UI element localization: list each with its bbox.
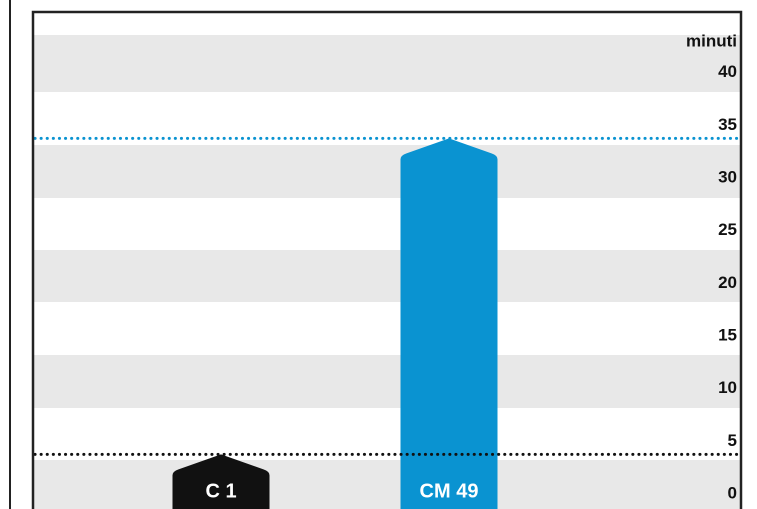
y-tick-label: 15 (718, 325, 737, 344)
y-tick-label: 0 (728, 483, 737, 502)
y-tick-label: 30 (718, 167, 737, 186)
y-unit: minuti (686, 31, 737, 50)
y-tick-label: 40 (718, 62, 737, 81)
bar (400, 138, 498, 509)
y-tick-label: 25 (718, 220, 737, 239)
bar-label: C 1 (205, 480, 236, 502)
y-tick-label: 5 (728, 431, 737, 450)
y-tick-label: 10 (718, 378, 737, 397)
band (33, 250, 741, 302)
y-tick-label: 35 (718, 115, 737, 134)
band (33, 460, 741, 509)
plot-frame (31, 10, 743, 509)
band (33, 145, 741, 198)
y-tick-label: 20 (718, 273, 737, 292)
bar-label: CM 49 (420, 480, 479, 502)
bar (172, 454, 270, 509)
bands (33, 35, 741, 509)
band (33, 35, 741, 92)
band (33, 355, 741, 408)
